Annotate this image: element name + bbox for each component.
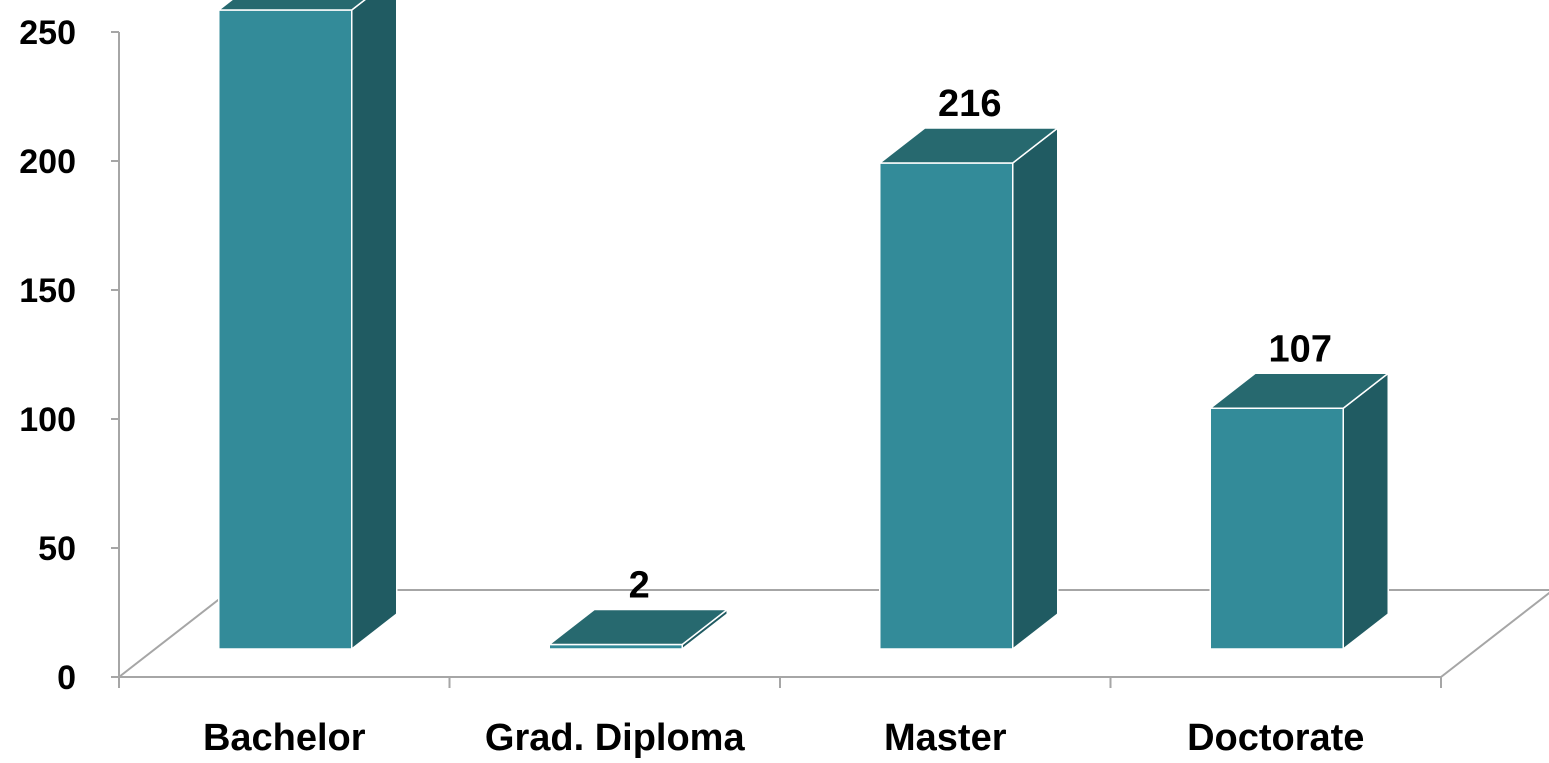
bar-front-face bbox=[1209, 407, 1344, 650]
bar-doctorate bbox=[1209, 372, 1389, 650]
bars bbox=[218, 0, 1389, 650]
y-tick-label: 100 bbox=[19, 401, 76, 439]
y-tick-label: 0 bbox=[57, 659, 76, 697]
x-category-label: Grad. Diploma bbox=[485, 717, 746, 759]
data-labels: 2842216107 bbox=[629, 83, 1332, 607]
bar-side-face bbox=[1012, 127, 1059, 650]
x-category-label: Master bbox=[884, 717, 1007, 759]
bar-top-face bbox=[1209, 372, 1389, 409]
x-category-label: Bachelor bbox=[203, 717, 366, 759]
bar-front-face bbox=[879, 162, 1014, 650]
bar-side-face bbox=[351, 0, 398, 650]
y-tick-label: 50 bbox=[38, 530, 76, 568]
x-axis-category-labels: Bachelor Grad. Diploma Master Doctorate bbox=[203, 717, 1365, 759]
data-label: 107 bbox=[1269, 328, 1332, 370]
bar-top-face bbox=[548, 608, 728, 646]
y-axis-tick-labels: 0 50 100 150 200 250 bbox=[19, 14, 76, 697]
y-tick-label: 200 bbox=[19, 143, 76, 181]
bar-bachelor bbox=[218, 0, 398, 650]
y-tick-label: 150 bbox=[19, 272, 76, 310]
data-label: 216 bbox=[938, 83, 1001, 125]
bar-grad-diploma bbox=[548, 608, 728, 650]
bar-top-face bbox=[879, 127, 1059, 164]
axes bbox=[111, 31, 1442, 688]
x-category-label: Doctorate bbox=[1187, 717, 1364, 759]
bar-top-face bbox=[218, 0, 366, 11]
bar-side-face bbox=[1342, 372, 1389, 650]
y-tick-label: 250 bbox=[19, 14, 76, 52]
bar-front-face bbox=[218, 9, 353, 650]
data-label: 2 bbox=[629, 565, 650, 607]
bar-master bbox=[879, 127, 1059, 650]
